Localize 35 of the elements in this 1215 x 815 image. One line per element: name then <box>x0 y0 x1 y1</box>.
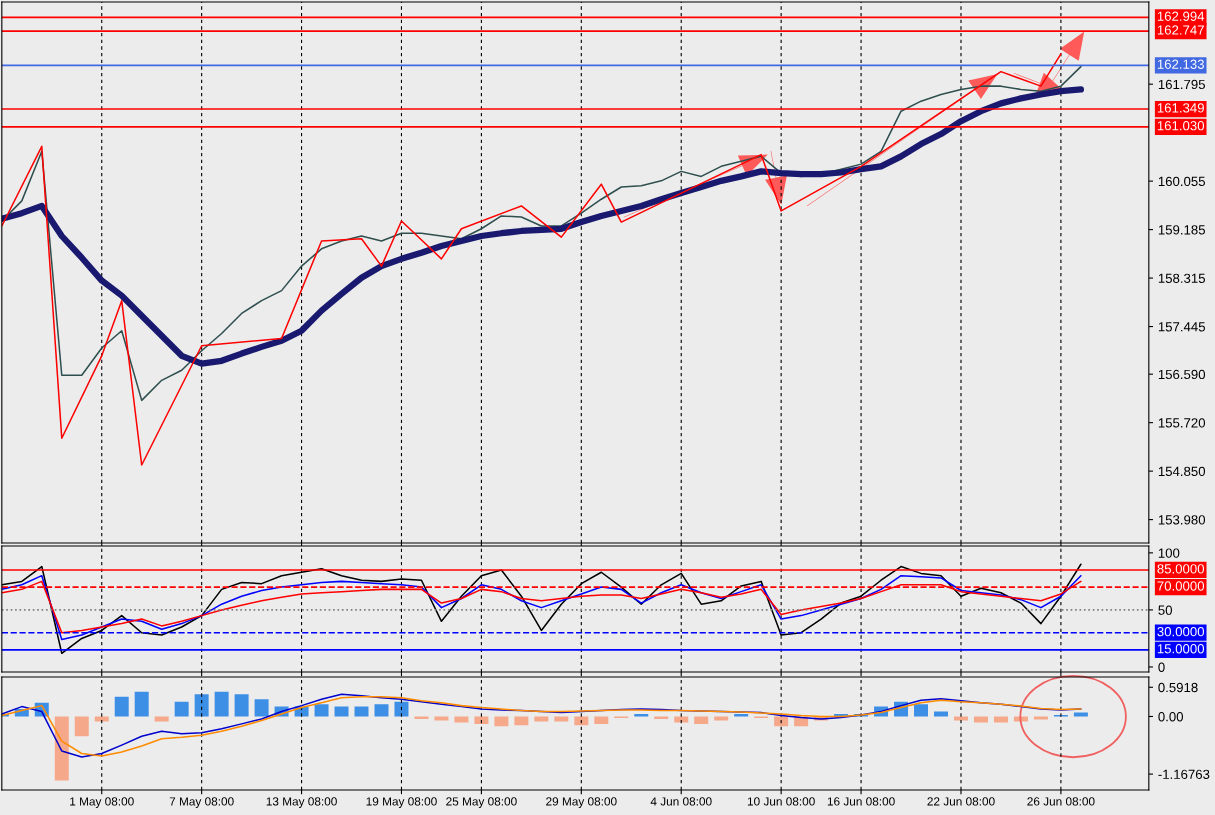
y-tick-label: 0.00 <box>1158 712 1184 722</box>
ref-line-label: 161.030 <box>1157 121 1205 131</box>
y-tick-label: 161.795 <box>1158 79 1205 90</box>
x-tick-label: 22 Jun 08:00 <box>927 797 995 806</box>
x-tick-label: 16 Jun 08:00 <box>827 797 895 806</box>
x-tick-label: 13 May 08:00 <box>266 797 337 808</box>
y-tick-label: 153.980 <box>1158 515 1206 525</box>
x-tick-label: 29 May 08:00 <box>546 797 617 808</box>
y-tick-label: -1.16763 <box>1158 769 1210 779</box>
x-tick-label: 26 Jun 08:00 <box>1027 797 1095 806</box>
ref-line-label: 162.747 <box>1157 25 1204 35</box>
y-tick-label: 100 <box>1158 548 1180 558</box>
ref-line-label: 161.349 <box>1157 103 1204 113</box>
ref-line-label: 162.133 <box>1157 59 1204 69</box>
y-tick-label: 160.055 <box>1158 176 1205 187</box>
x-tick-label: 7 May 08:00 <box>169 797 234 808</box>
ref-line-label: 30.0000 <box>1157 626 1205 637</box>
y-tick-label: 0 <box>1158 662 1165 672</box>
y-tick-label: 157.445 <box>1158 322 1205 332</box>
x-tick-label: 19 May 08:00 <box>366 797 437 808</box>
ref-line-label: 85.0000 <box>1157 564 1205 574</box>
y-tick-label: 0.5918 <box>1158 682 1198 693</box>
y-tick-label: 158.315 <box>1158 273 1205 283</box>
y-tick-label: 50 <box>1158 605 1173 615</box>
x-tick-label: 10 Jun 08:00 <box>747 797 815 806</box>
y-tick-label: 154.850 <box>1158 466 1206 477</box>
ref-line-label: 15.0000 <box>1157 644 1205 654</box>
x-tick-label: 25 May 08:00 <box>446 797 517 808</box>
y-tick-label: 155.720 <box>1158 418 1206 428</box>
y-tick-label: 159.185 <box>1158 225 1205 235</box>
ref-line-label: 162.994 <box>1157 11 1205 21</box>
x-tick-label: 1 May 08:00 <box>70 797 134 808</box>
x-tick-label: 4 Jun 08:00 <box>650 797 712 806</box>
y-tick-label: 156.590 <box>1158 369 1206 380</box>
ref-line-label: 70.0000 <box>1157 581 1205 591</box>
